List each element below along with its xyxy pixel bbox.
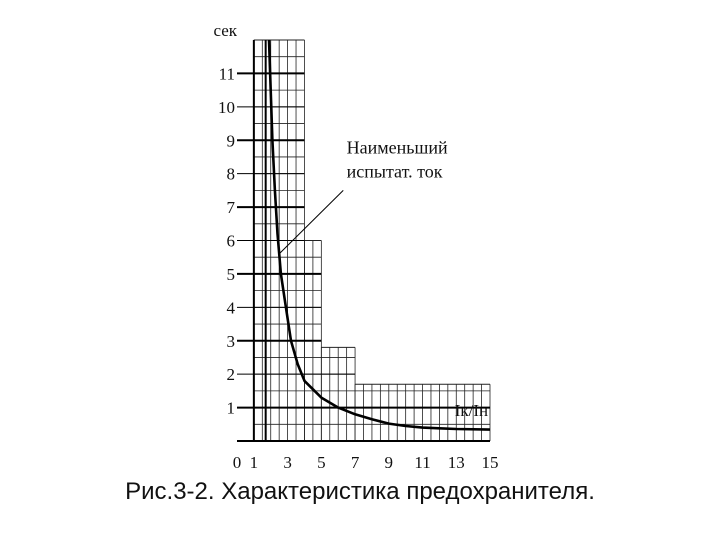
x-tick-label: 0 [233,453,242,470]
y-tick-label: 5 [227,265,236,284]
y-tick-label: 7 [227,198,236,217]
annotation-label: испытат. ток [347,162,443,182]
y-tick-label: 3 [227,332,236,351]
y-tick-label: 4 [227,298,236,317]
x-tick-label: 1 [250,453,259,470]
y-tick-label: 11 [219,64,235,83]
x-tick-label: 3 [283,453,292,470]
annotation: Наименьший испытат. ток [278,138,448,255]
annotation-leader-line [278,190,344,255]
y-tick-label: 1 [227,399,236,418]
axes [237,40,490,442]
x-tick-label: 13 [448,453,465,470]
x-tick-label: 7 [351,453,360,470]
y-tick-label: 2 [227,365,236,384]
x-tick-label: 5 [317,453,326,470]
y-tick-label: 8 [227,165,236,184]
characteristic-curve [267,39,491,431]
y-axis-label: сек [213,21,237,40]
x-tick-label: 11 [414,453,430,470]
x-axis-label: Iк/Iн [455,401,488,420]
x-tick-label: 9 [385,453,394,470]
y-tick-label: 6 [227,232,236,251]
y-tick-label: 10 [218,98,235,117]
figure-caption: Рис.3-2. Характеристика предохранителя. [125,478,595,505]
x-tick-label: 15 [482,453,499,470]
y-tick-label: 9 [227,131,236,150]
annotation-label: Наименьший [347,138,448,158]
series-curve [267,39,491,431]
